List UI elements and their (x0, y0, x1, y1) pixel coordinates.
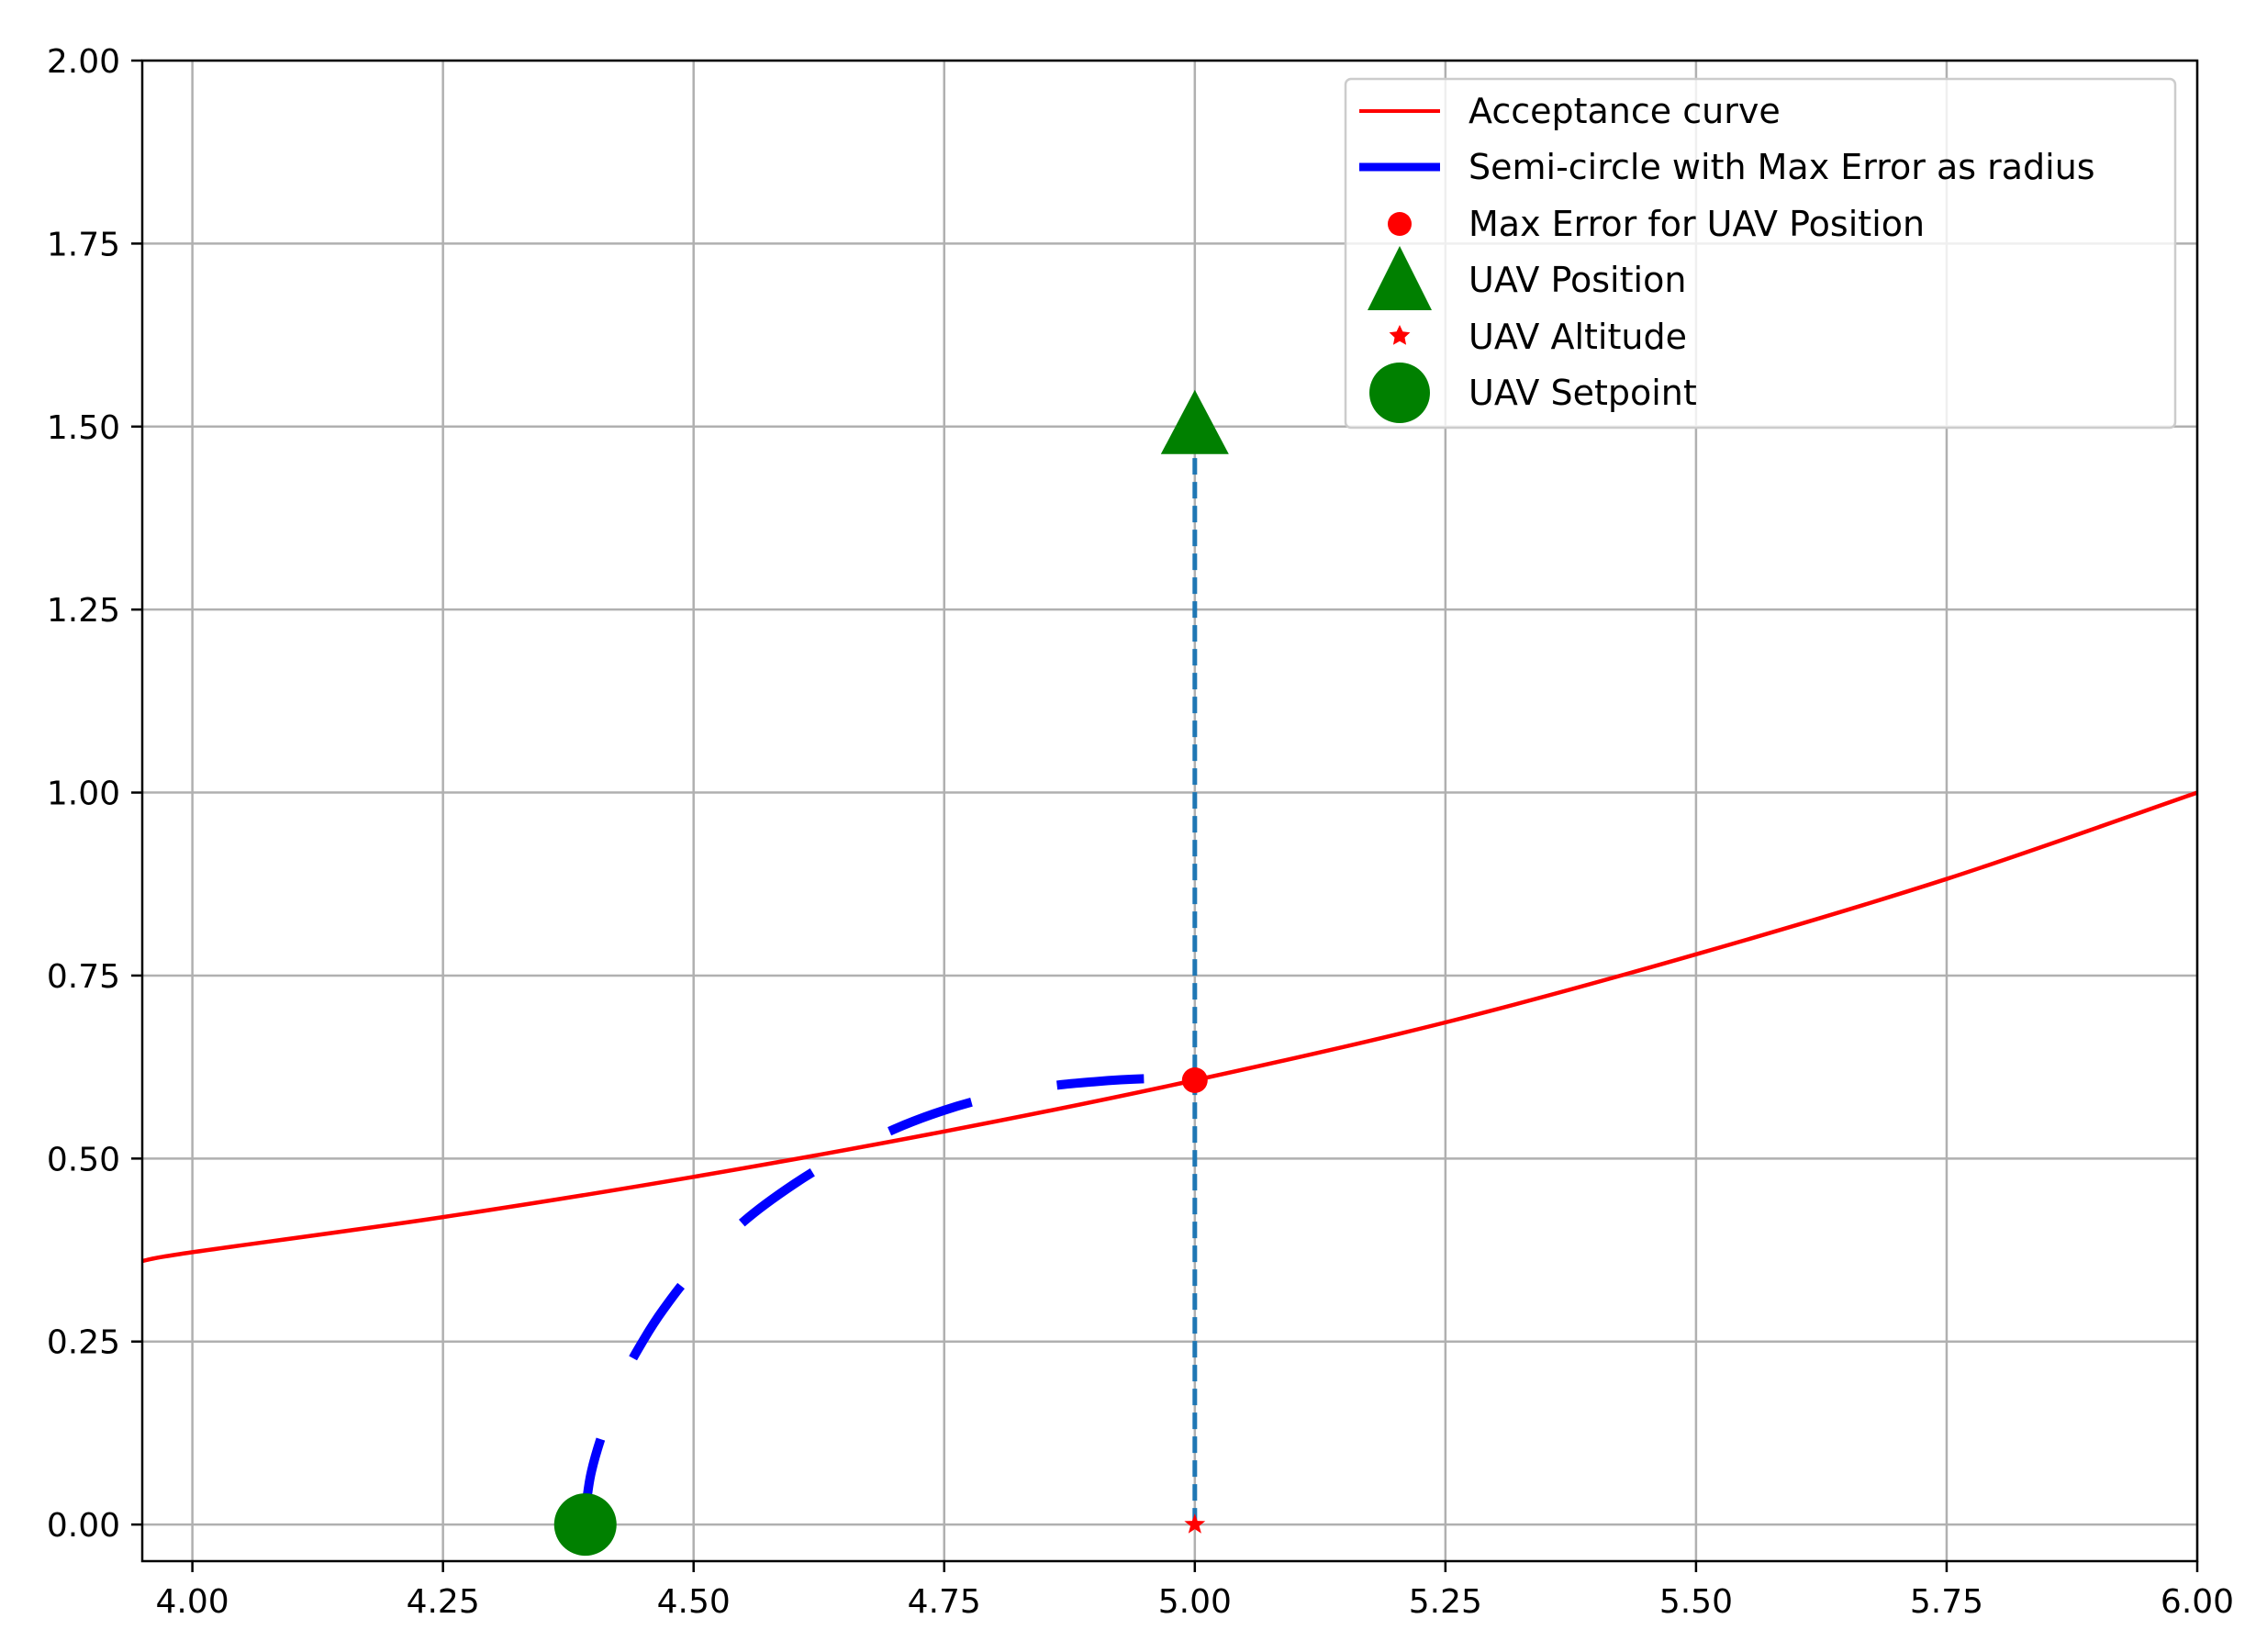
legend: Acceptance curve Semi-circle with Max Er… (1344, 77, 2177, 430)
y-tick-label: 0.00 (47, 1507, 120, 1545)
x-tick-label: 4.50 (657, 1583, 731, 1621)
legend-handle-max-error (1388, 212, 1412, 236)
y-tick-label: 1.00 (47, 776, 120, 813)
legend-box (1344, 77, 2177, 430)
x-tick-label: 5.75 (1910, 1583, 1983, 1621)
legend-handle-uav-position (1368, 246, 1432, 310)
max-error-point (1181, 1067, 1208, 1094)
y-tick-label: 1.75 (47, 226, 120, 263)
legend-handle-uav-setpoint (1369, 363, 1430, 423)
uav-altitude-marker (1184, 1513, 1206, 1534)
legend-label-uav-setpoint: UAV Setpoint (1469, 373, 1697, 413)
x-tick-label: 4.00 (156, 1583, 229, 1621)
x-tick-label: 5.25 (1409, 1583, 1482, 1621)
plot-area (142, 426, 2197, 1525)
axes-frame (140, 59, 2199, 1563)
legend-label-uav-position: UAV Position (1469, 260, 1686, 300)
y-tick-label: 2.00 (47, 43, 120, 81)
x-tick-label: 4.25 (407, 1583, 480, 1621)
y-tick-label: 0.75 (47, 958, 120, 996)
legend-label-max-error: Max Error for UAV Position (1469, 204, 1925, 244)
acceptance-curve-line (142, 790, 2197, 1264)
legend-label-uav-altitude: UAV Altitude (1469, 317, 1687, 357)
markers (553, 389, 1229, 1557)
y-tick-label: 0.50 (47, 1141, 120, 1178)
legend-label-acceptance-curve: Acceptance curve (1469, 91, 1781, 131)
legend-label-semi-circle: Semi-circle with Max Error as radius (1469, 147, 2095, 187)
ticks: 4.00 4.25 4.50 4.75 5.00 5.25 5.50 5.75 6.00 0.00… (47, 43, 2234, 1621)
x-tick-label: 5.00 (1158, 1583, 1232, 1621)
semi-circle-line (580, 1074, 1195, 1525)
uav-position-marker (1160, 389, 1229, 454)
y-tick-label: 1.25 (47, 592, 120, 630)
x-tick-label: 5.50 (1659, 1583, 1733, 1621)
uav-setpoint-marker (553, 1493, 617, 1557)
x-tick-label: 6.00 (2161, 1583, 2234, 1621)
x-tick-label: 4.75 (908, 1583, 981, 1621)
legend-handle-uav-altitude (1389, 325, 1411, 345)
y-tick-label: 1.50 (47, 409, 120, 447)
y-tick-label: 0.25 (47, 1324, 120, 1362)
